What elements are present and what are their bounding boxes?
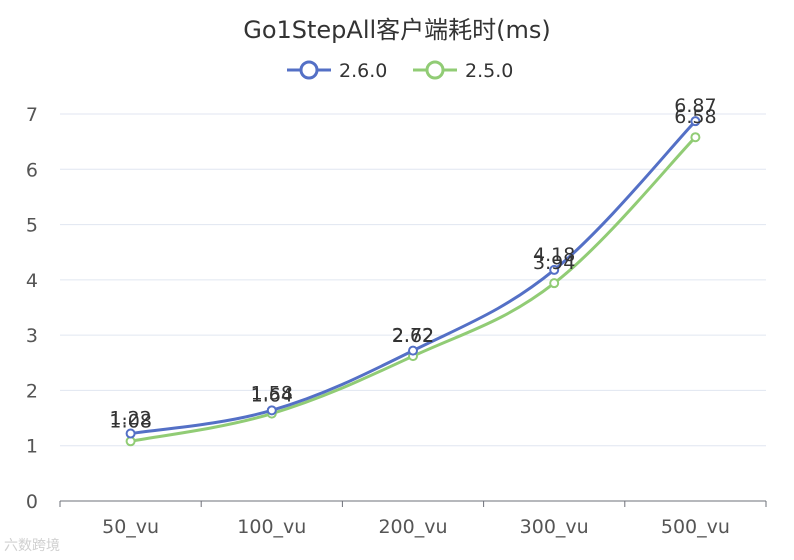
- x-tick-label: 50_vu: [102, 516, 159, 538]
- legend-label: 2.5.0: [465, 60, 513, 82]
- y-tick-label: 7: [26, 104, 38, 126]
- legend-label: 2.6.0: [339, 60, 387, 82]
- series-layer: [125, 116, 701, 447]
- data-point[interactable]: [549, 264, 560, 275]
- legend-marker-icon: [425, 60, 445, 80]
- data-label: 1:08: [109, 410, 152, 432]
- data-label: 2.72: [392, 325, 434, 347]
- y-tick-label: 3: [26, 325, 38, 347]
- y-tick-label: 5: [26, 215, 38, 237]
- data-label: 2.62: [392, 325, 434, 347]
- y-tick-label: 1: [26, 436, 38, 458]
- y-tick-label: 2: [26, 380, 38, 402]
- y-tick-label: 4: [26, 270, 38, 292]
- data-point[interactable]: [690, 132, 701, 143]
- data-label: 1.64: [251, 384, 293, 406]
- x-axis: 50_vu 100_vu 200_vu 300_vu 500_vu: [59, 500, 767, 538]
- x-tick-label: 300_vu: [520, 516, 589, 538]
- data-point[interactable]: [125, 428, 136, 439]
- y-tick-label: 0: [26, 491, 38, 513]
- data-label: 1.58: [251, 383, 293, 405]
- y-tick-label: 6: [26, 159, 38, 181]
- data-point[interactable]: [266, 405, 277, 416]
- x-tick-label: 100_vu: [237, 516, 306, 538]
- data-label: 3.94: [533, 252, 575, 274]
- data-label: 6.58: [674, 106, 716, 128]
- series-line-2.5.0[interactable]: [129, 135, 697, 443]
- data-point[interactable]: [408, 345, 418, 356]
- chart-title: Go1StepAll客户端耗时(ms): [243, 16, 551, 44]
- x-tick-label: 500_vu: [661, 516, 730, 538]
- legend-item[interactable]: 2.6.0: [287, 60, 387, 82]
- data-label: 4.18: [533, 244, 575, 266]
- data-labels: 1.22 1.64 2.72 4.18 6.87 1:08 1.58 2.62 3.94 6.58: [109, 95, 716, 432]
- watermark: 六数跨境: [4, 538, 60, 554]
- data-label: 6.87: [674, 95, 716, 117]
- y-axis: 0 1 2 3 4 5 6 7: [26, 104, 38, 513]
- legend-item[interactable]: 2.5.0: [413, 60, 513, 82]
- grid-lines: [60, 113, 766, 447]
- data-point[interactable]: [690, 116, 701, 127]
- data-point[interactable]: [549, 278, 560, 289]
- series-line-2.6.0[interactable]: [129, 119, 697, 436]
- data-label: 1.22: [109, 408, 151, 430]
- legend-marker-icon: [299, 60, 319, 80]
- x-tick-label: 200_vu: [378, 516, 447, 538]
- legend[interactable]: 2.6.0 2.5.0: [287, 60, 513, 82]
